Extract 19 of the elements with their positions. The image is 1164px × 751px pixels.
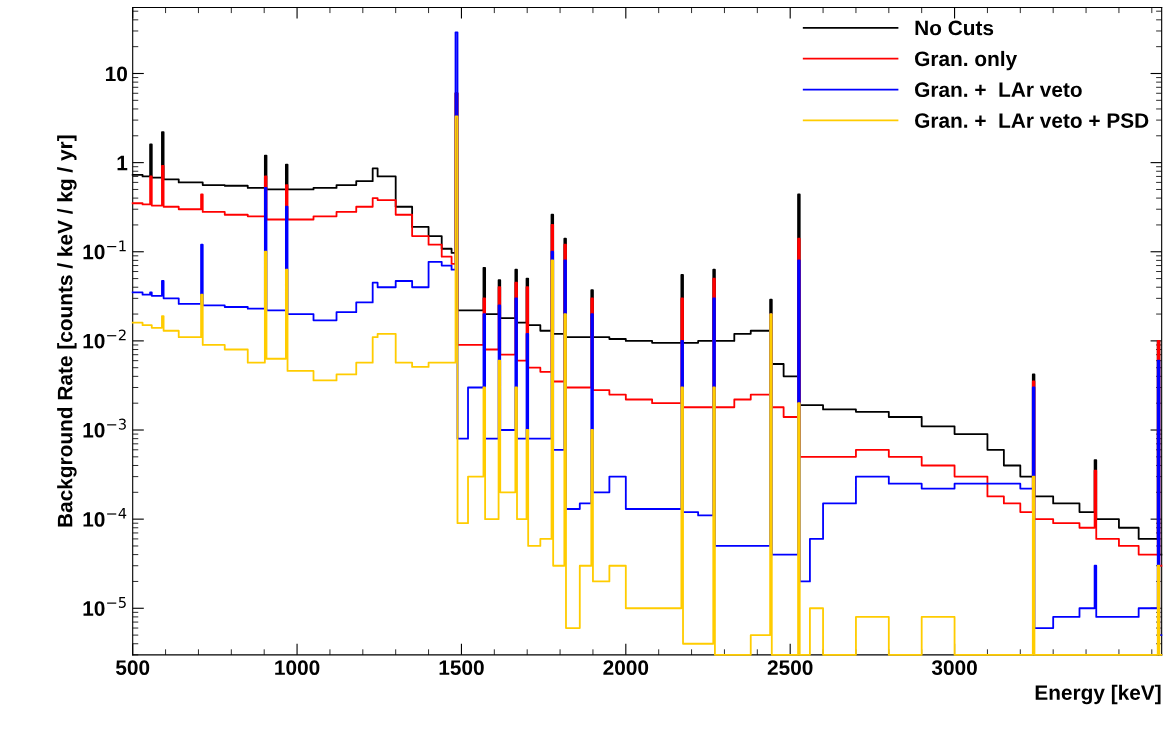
y-tick-label: 1 [117,155,128,171]
y-axis-title: Background Rate [counts / keV / kg / yr] [57,135,77,527]
y-tick-label: 10 [105,66,127,82]
legend-label: Gran. only [915,50,1018,71]
y-tick-label: 10$^{−3}$ [83,418,126,438]
x-tick-label: 500 [115,660,150,676]
x-tick-label: 1000 [275,660,320,676]
y-tick-label: 10$^{−2}$ [83,329,126,349]
x-tick-label: 1500 [439,660,484,676]
x-axis-title: Energy [keV] [1035,684,1161,705]
y-tick-label: 10$^{−5}$ [83,597,126,616]
legend-label: Gran. + LAr veto + PSD [915,113,1149,128]
x-tick-label: 2000 [603,660,649,676]
y-tick-label: 10$^{−1}$ [83,240,126,260]
x-tick-label: 2500 [767,660,813,676]
y-tick-label: 10$^{−4}$ [83,507,127,527]
legend-label: No Cuts [915,20,994,36]
legend-label: Gran. + LAr veto [915,82,1082,98]
x-tick-label: 3000 [931,660,977,676]
